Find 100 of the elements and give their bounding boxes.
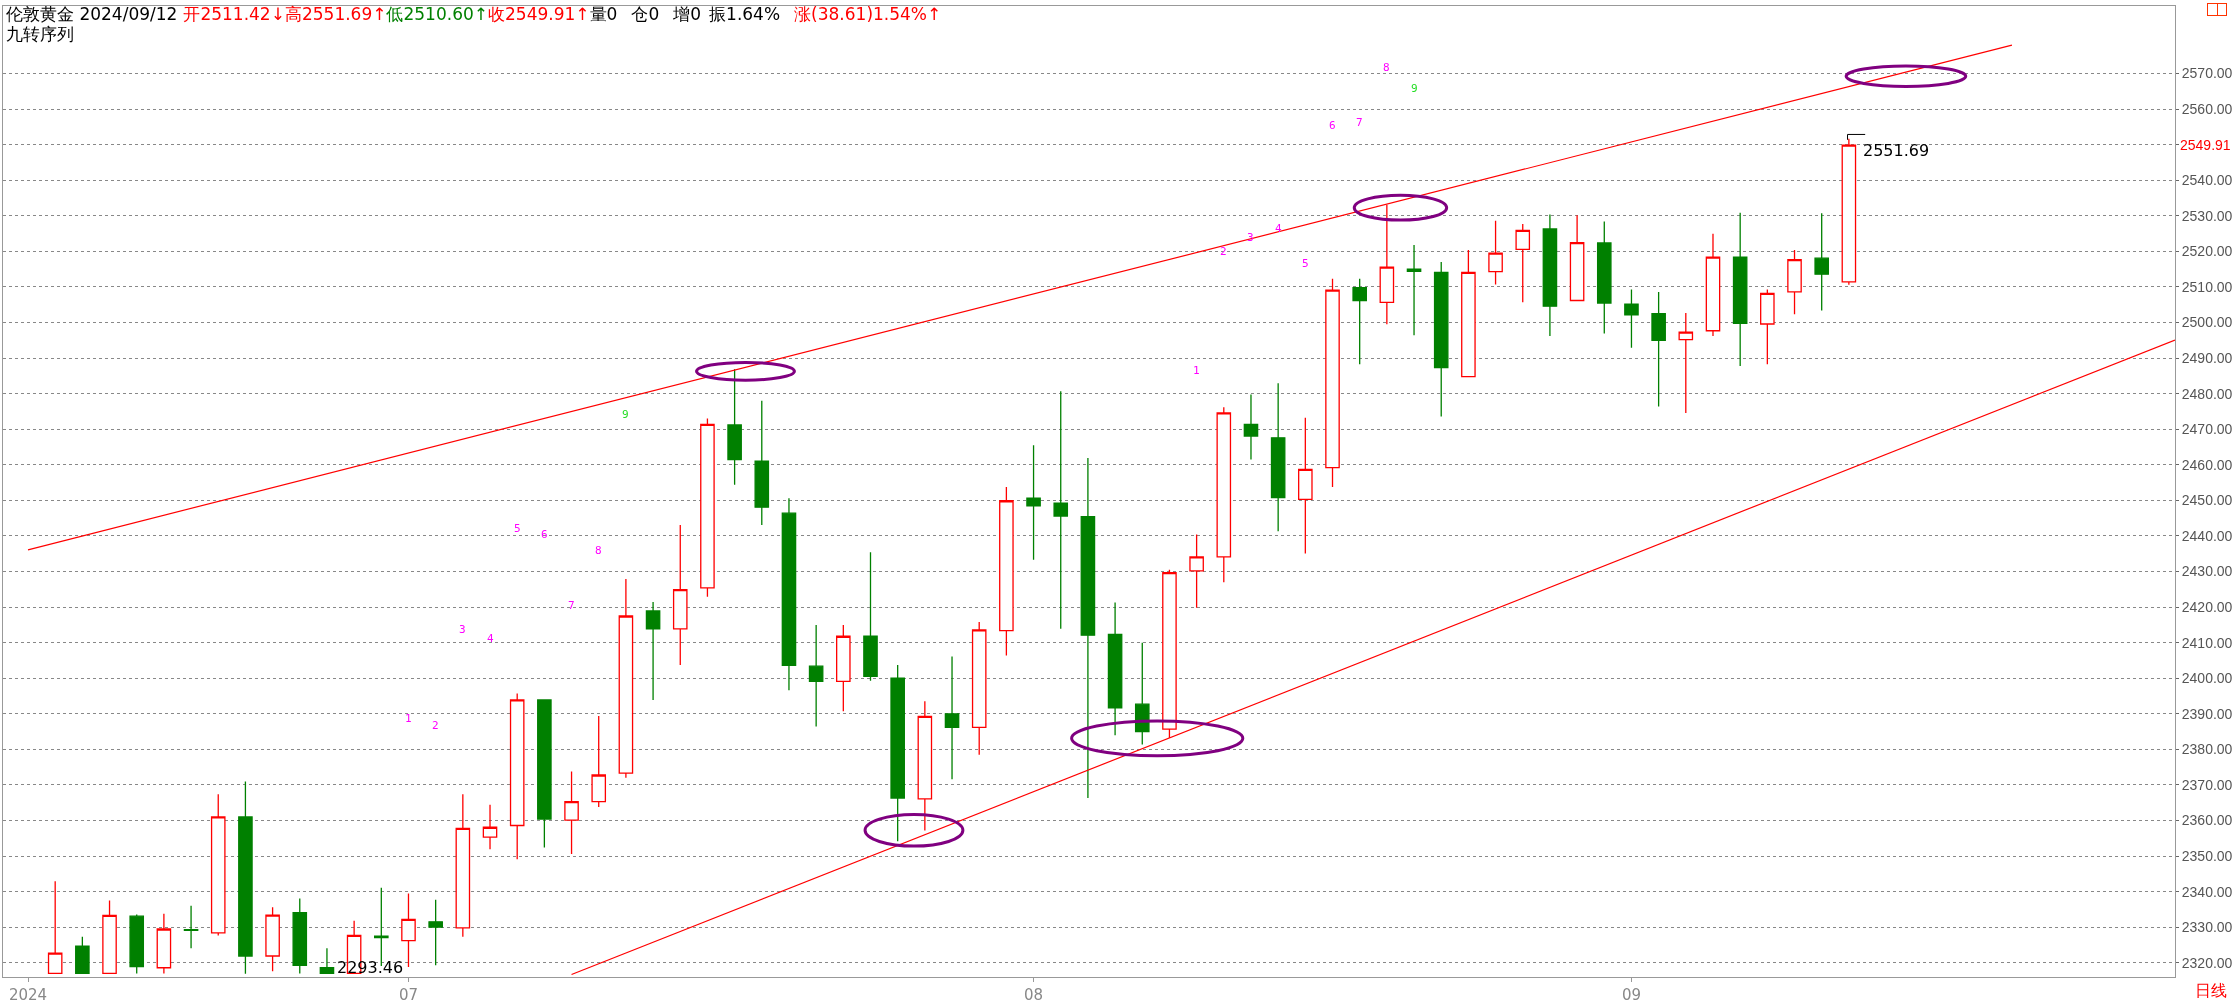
y-tick-label: 2320.00	[2181, 954, 2233, 971]
annotation: 1	[405, 712, 412, 725]
annotation: 收2549.91↑	[488, 4, 590, 24]
annotation: 量0	[589, 4, 618, 24]
annotation: 仓0	[631, 4, 660, 24]
candlestick	[509, 692, 525, 860]
y-tick-label: 2560.00	[2181, 101, 2233, 118]
candlestick	[1270, 382, 1286, 532]
candlestick	[1352, 278, 1367, 365]
annotation: 7	[568, 599, 575, 612]
candlestick	[1107, 601, 1123, 736]
candlestick	[727, 368, 742, 486]
candlestick	[401, 892, 416, 968]
candlestick	[836, 624, 851, 712]
y-tick-label: 2420.00	[2181, 599, 2233, 615]
candlestick	[319, 947, 335, 975]
x-tick-label: 08	[1024, 986, 1044, 1002]
candlestick	[781, 497, 797, 691]
candlestick	[645, 601, 661, 701]
annotation: 开2511.42↓	[183, 4, 285, 24]
candlestick	[1134, 642, 1150, 746]
annotation: 低2510.60↑	[386, 4, 489, 24]
candlestick	[1026, 444, 1041, 561]
candlestick	[1814, 212, 1830, 312]
x-tick-label: 07	[398, 986, 419, 1002]
candlestick	[808, 624, 824, 728]
y-tick-label: 2540.00	[2181, 172, 2233, 189]
candlestick	[1651, 291, 1666, 408]
candlestick	[863, 551, 878, 682]
y-tick-label: 2570.00	[2181, 65, 2233, 82]
y-tick-label: 2330.00	[2181, 919, 2233, 936]
y-tick-label: 2460.00	[2181, 456, 2233, 473]
candlestick	[1433, 261, 1449, 418]
annotation: 8	[1383, 61, 1390, 74]
annotation: 3	[459, 623, 466, 636]
candlestick	[890, 664, 905, 842]
x-tick-label: 09	[1621, 986, 1642, 1002]
candlestick	[1787, 249, 1802, 316]
candlestick	[156, 913, 172, 975]
y-tick-label: 2450.00	[2181, 492, 2233, 509]
candlestick	[917, 700, 933, 832]
candlestick	[618, 578, 634, 779]
candlestick	[1732, 212, 1748, 367]
candlestick	[1216, 406, 1232, 583]
y-tick-label: 2520.00	[2181, 243, 2233, 260]
annotation: 涨(38.61)1.54%↑	[794, 4, 942, 24]
candlestick	[1080, 457, 1096, 799]
candlestick	[102, 899, 117, 975]
candlestick	[1624, 288, 1639, 349]
candlestick	[1461, 249, 1476, 378]
annotation: 6	[1329, 119, 1336, 132]
candlestick	[1569, 214, 1585, 302]
candlestick	[265, 906, 280, 972]
y-tick-label: 2340.00	[2181, 883, 2233, 900]
candlestick	[1678, 312, 1694, 414]
candlestick	[1406, 244, 1422, 337]
candlestick	[1705, 232, 1721, 337]
annotation: 2	[432, 719, 439, 732]
annotation: 9	[622, 408, 629, 421]
annotation: 5	[514, 522, 521, 535]
candlestick	[999, 486, 1014, 657]
candlestick	[537, 699, 552, 849]
candlestick	[238, 780, 253, 975]
candlestick	[944, 655, 960, 780]
text: 2549.91	[2180, 137, 2231, 153]
y-tick-label: 2380.00	[2181, 741, 2233, 758]
text: 日线	[2195, 981, 2227, 1000]
annotation: 5	[1302, 257, 1309, 270]
candlestick	[700, 417, 715, 598]
candlestick	[292, 897, 308, 975]
candlestick	[971, 621, 987, 756]
candlestick	[1488, 220, 1503, 286]
candlestick	[1379, 204, 1395, 325]
y-tick-label: 2500.00	[2181, 314, 2233, 331]
candlestick	[1189, 533, 1204, 609]
candlestick	[1325, 278, 1340, 488]
annotation: 8	[595, 544, 602, 557]
chart-title: 伦敦黄金 2024/09/12	[6, 4, 178, 24]
annotation: 7	[1356, 116, 1363, 129]
y-tick-label: 2510.00	[2181, 278, 2233, 295]
y-tick-label: 2480.00	[2181, 385, 2233, 402]
y-tick-label: 2490.00	[2181, 350, 2233, 367]
x-tick-label: 2024	[8, 986, 48, 1002]
candlestick	[672, 524, 688, 666]
annotation: 振1.64%	[709, 4, 781, 24]
candlestick	[1596, 220, 1612, 335]
y-tick-label: 2470.00	[2181, 421, 2233, 438]
annotation: 2	[1220, 245, 1227, 258]
candlestick	[1243, 393, 1259, 461]
annotation: 增0	[673, 4, 702, 24]
candlestick	[455, 793, 471, 938]
annotation: 高2551.69↑	[284, 4, 387, 24]
candlestick	[564, 770, 579, 855]
y-tick-label: 2390.00	[2181, 705, 2233, 722]
annotation: 9	[1411, 82, 1418, 95]
candlestick	[1760, 288, 1775, 365]
candlestick	[183, 905, 199, 949]
candlestick	[1298, 417, 1313, 555]
y-tick-label: 2370.00	[2181, 776, 2233, 793]
y-tick-label: 2530.00	[2181, 207, 2233, 224]
